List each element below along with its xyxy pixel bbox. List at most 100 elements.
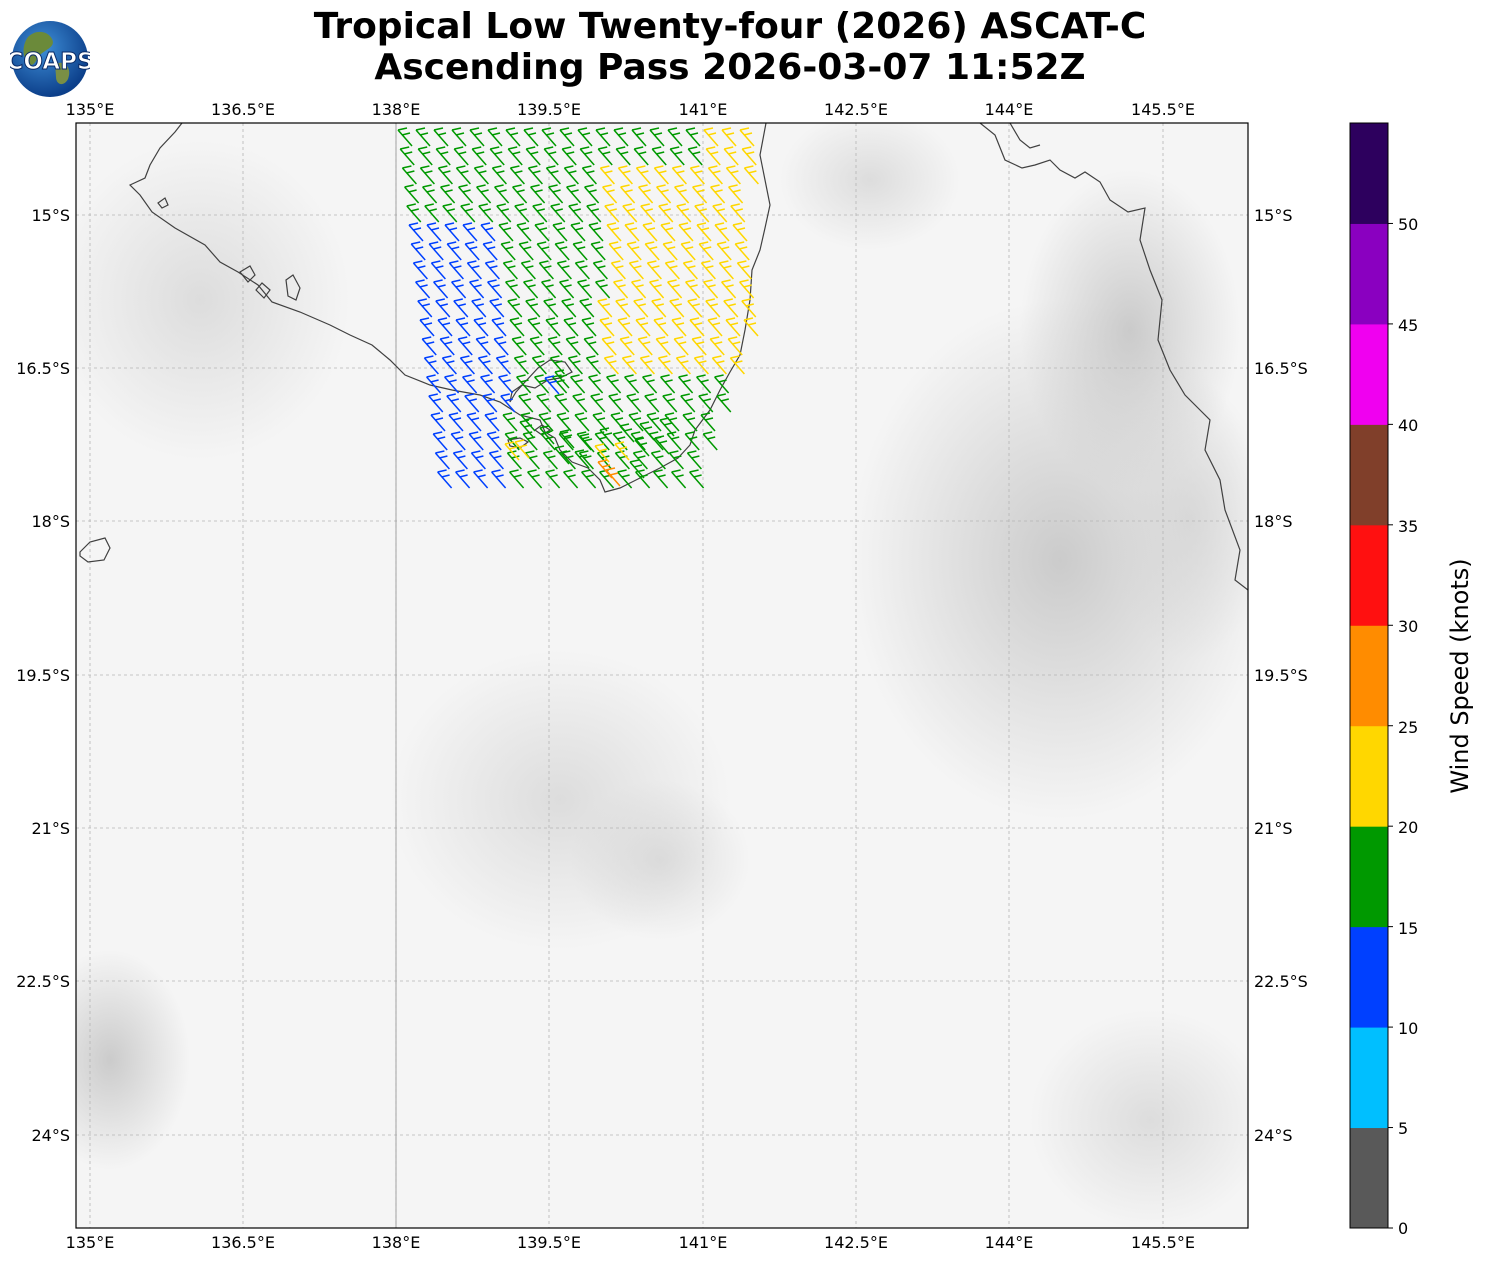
wind-barb	[711, 355, 727, 375]
wind-barb	[662, 393, 678, 413]
wind-barb	[613, 127, 629, 147]
wind-barb	[590, 241, 606, 261]
colorbar-ticks: 0 5 10 15 20 25 30 35 40 45 50	[1398, 215, 1418, 1238]
wind-barb	[523, 279, 539, 299]
wind-barb	[703, 127, 719, 147]
wind-barb	[629, 459, 645, 479]
wind-barb	[550, 203, 566, 223]
wind-barb	[561, 298, 577, 318]
wind-barb	[489, 146, 505, 166]
wind-barb	[642, 374, 658, 394]
wind-barb	[408, 222, 424, 242]
wind-barb	[669, 146, 685, 166]
wind-barb	[556, 260, 572, 280]
wind-barb	[617, 469, 633, 489]
wind-barb	[696, 374, 712, 394]
wind-barb	[493, 336, 509, 356]
wind-barb	[693, 355, 709, 375]
wind-barb	[725, 165, 741, 185]
wind-barb	[700, 412, 716, 432]
wind-barb	[453, 298, 469, 318]
wind-barb	[451, 127, 467, 147]
wind-barb	[619, 336, 635, 356]
lat-tick-right: 18°S	[1254, 512, 1293, 531]
wind-barb	[542, 450, 558, 470]
wind-barb	[455, 165, 471, 185]
wind-barb	[617, 317, 633, 337]
lon-tick-top: 144°E	[985, 100, 1034, 119]
wind-barb	[440, 184, 456, 204]
wind-barb	[584, 184, 600, 204]
wind-barb	[435, 146, 451, 166]
wind-barb	[441, 355, 457, 375]
colorbar-segment	[1350, 926, 1388, 1028]
wind-barb	[525, 146, 541, 166]
wind-barb	[466, 260, 482, 280]
wind-barb	[568, 203, 584, 223]
wind-barb	[539, 425, 555, 445]
wind-barb	[686, 450, 702, 470]
wind-barb	[642, 222, 658, 242]
wind-barb	[494, 184, 510, 204]
wind-barb	[491, 165, 507, 185]
colorbar-segment	[1350, 323, 1388, 425]
wind-barb	[412, 260, 428, 280]
wind-barb	[484, 412, 500, 432]
wind-barb	[554, 241, 570, 261]
wind-barb	[496, 203, 512, 223]
wind-barb	[723, 298, 739, 318]
wind-barb	[541, 127, 557, 147]
wind-barb	[525, 298, 541, 318]
wind-barb	[586, 203, 602, 223]
wind-barb	[660, 222, 676, 242]
wind-barb	[518, 393, 534, 413]
colorbar-tick: 0	[1398, 1219, 1408, 1238]
wind-barb	[473, 317, 489, 337]
lon-ticks-bottom: 135°E 136.5°E 138°E 139.5°E 141°E 142.5°…	[66, 1233, 1195, 1252]
lon-tick-top: 142.5°E	[824, 100, 888, 119]
wind-barb	[444, 222, 460, 242]
wind-barb	[482, 393, 498, 413]
wind-barb	[502, 260, 518, 280]
wind-barb	[519, 419, 535, 439]
lon-tick-bottom: 139.5°E	[517, 1233, 581, 1252]
wind-barb	[507, 146, 523, 166]
lat-tick-left: 15°S	[31, 206, 70, 225]
wind-barb	[732, 222, 748, 242]
colorbar-segment	[1350, 223, 1388, 325]
wind-barb	[572, 393, 588, 413]
lon-ticks-top: 135°E 136.5°E 138°E 139.5°E 141°E 142.5°…	[66, 100, 1195, 119]
wind-barb	[487, 279, 503, 299]
colorbar-tick: 20	[1398, 818, 1418, 837]
wind-barb	[518, 241, 534, 261]
wind-barb	[404, 184, 420, 204]
wind-barb	[482, 241, 498, 261]
wind-barb	[588, 222, 604, 242]
wind-barb	[583, 336, 599, 356]
wind-barb	[527, 165, 543, 185]
lon-tick-bottom: 144°E	[985, 1233, 1034, 1252]
wind-barb	[486, 431, 502, 451]
wind-barb	[460, 203, 476, 223]
wind-barb	[544, 375, 560, 395]
wind-barb	[574, 412, 590, 432]
wind-barb	[680, 241, 696, 261]
lon-tick-bottom: 145.5°E	[1131, 1233, 1195, 1252]
wind-barb	[635, 469, 651, 489]
wind-barb	[549, 355, 565, 375]
wind-barb	[730, 203, 746, 223]
wind-barb	[563, 317, 579, 337]
colorbar-tick: 15	[1398, 919, 1418, 938]
wind-barb	[709, 336, 725, 356]
wind-barb	[541, 279, 557, 299]
wind-barb	[660, 374, 676, 394]
colorbar-tick: 25	[1398, 718, 1418, 737]
wind-barb	[473, 469, 489, 489]
coastline	[79, 123, 1248, 591]
wind-barb	[682, 412, 698, 432]
wind-barb	[514, 439, 530, 459]
lon-tick-top: 135°E	[66, 100, 115, 119]
wind-barb	[430, 260, 446, 280]
wind-barb	[552, 222, 568, 242]
wind-barb	[639, 421, 655, 441]
